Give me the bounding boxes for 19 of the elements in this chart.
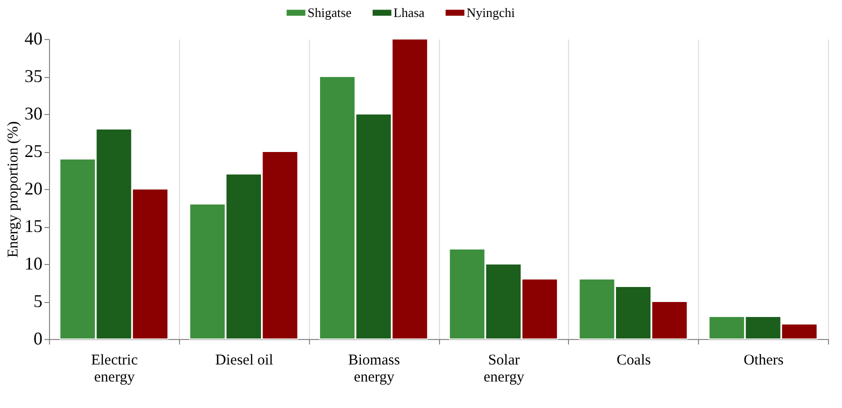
y-tick-label: 5 <box>34 291 42 311</box>
legend-label: Lhasa <box>394 4 425 20</box>
x-tick-label: Biomass energy <box>348 352 400 386</box>
y-tick-label: 15 <box>24 216 42 236</box>
y-tick-label: 20 <box>24 178 42 198</box>
x-tick-label: Electric energy <box>91 352 138 386</box>
y-tick-label: 10 <box>24 254 42 274</box>
x-tick-label: Solar energy <box>484 352 525 386</box>
legend-label: Nyingchi <box>466 4 516 20</box>
x-tick-label: Coals <box>616 352 651 368</box>
y-tick-label: 30 <box>24 104 42 124</box>
y-axis-title: Energy proportion (%) <box>6 121 22 258</box>
x-tick-label: Others <box>744 352 784 368</box>
legend-label: Shigatse <box>308 4 352 20</box>
x-tick-label: Diesel oil <box>215 352 274 368</box>
y-tick-label: 25 <box>24 141 42 161</box>
y-tick-label: 35 <box>24 66 42 86</box>
y-tick-label: 0 <box>34 328 42 348</box>
y-tick-label: 40 <box>24 28 42 48</box>
